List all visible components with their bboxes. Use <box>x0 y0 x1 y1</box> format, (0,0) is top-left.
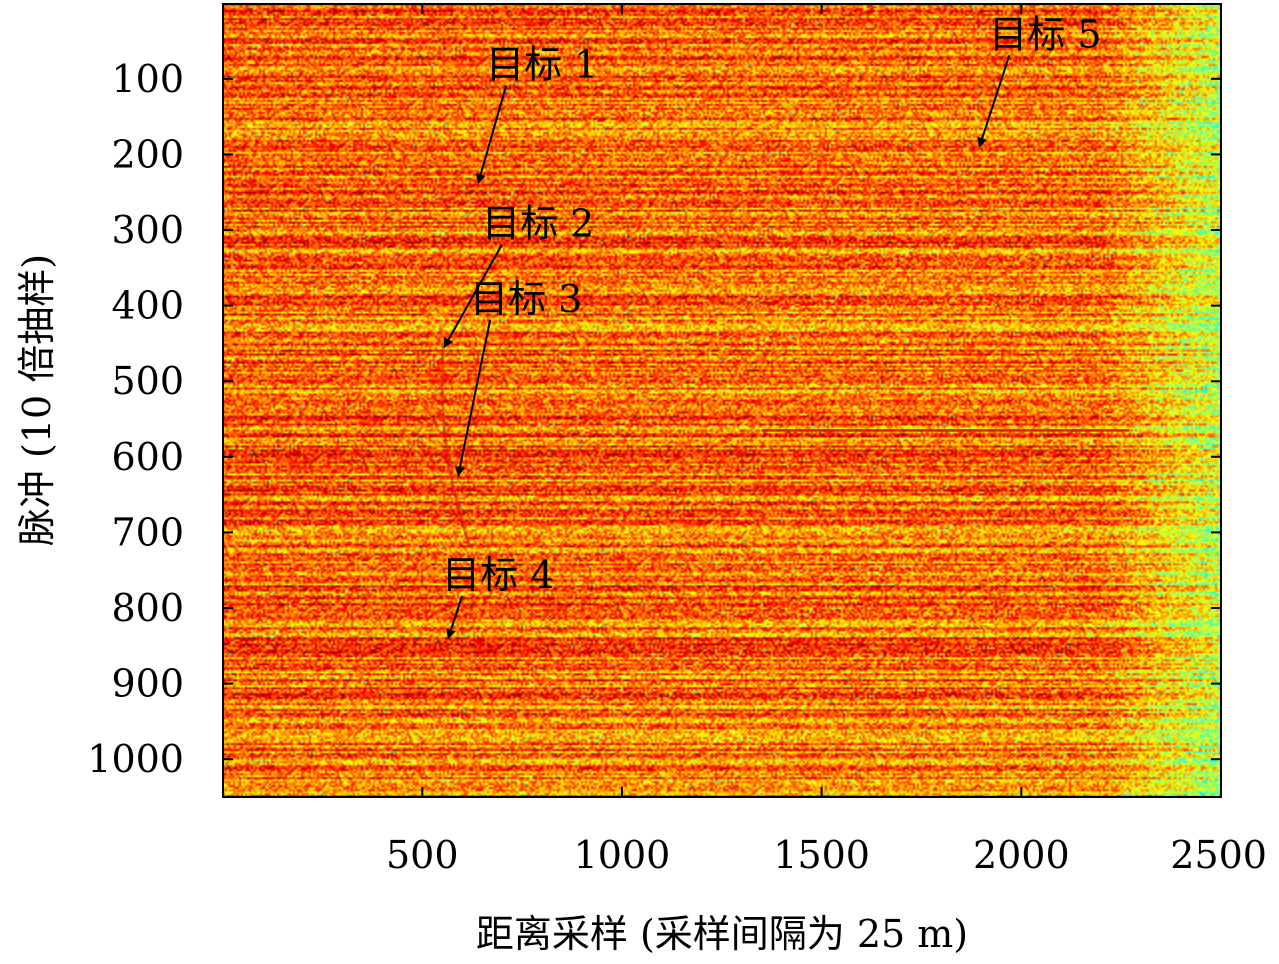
heatmap-features <box>440 335 1130 549</box>
annotation-label: 目标 5 <box>989 12 1101 56</box>
heatmap-cells <box>223 4 1221 797</box>
annotation-label: 目标 2 <box>482 201 594 245</box>
y-tick-label: 500 <box>111 359 184 403</box>
target-track-feature <box>440 335 472 549</box>
x-tick-label: 1500 <box>773 833 870 877</box>
y-tick-label: 1000 <box>87 737 184 781</box>
x-tick-label: 2000 <box>973 833 1070 877</box>
annotation-arrow <box>446 595 464 640</box>
y-tick-label: 100 <box>111 57 184 101</box>
y-tick-label: 600 <box>111 435 184 479</box>
y-tick-label: 400 <box>111 284 184 328</box>
annotation-arrow <box>475 85 508 185</box>
annotations: 目标 1 目标 2 目标 3 目标 4 目标 5 <box>442 12 1102 640</box>
plot-area <box>222 3 1222 798</box>
x-axis-label: 距离采样 (采样间隔为 25 m) <box>476 912 968 956</box>
annotation-label: 目标 3 <box>470 277 582 321</box>
y-tick-label: 200 <box>111 132 184 176</box>
plot-frame <box>222 3 1222 798</box>
annotation-label: 目标 1 <box>486 43 598 87</box>
x-tick-label: 2500 <box>1170 833 1267 877</box>
annotation-arrow <box>443 243 503 349</box>
x-tick-label: 1000 <box>574 833 671 877</box>
annotation-arrow <box>455 319 492 477</box>
y-tick-label: 900 <box>111 662 184 706</box>
y-tick-label: 300 <box>111 208 184 252</box>
x-axis-ticks: 500 1000 1500 2000 2500 <box>386 4 1267 877</box>
x-tick-label: 500 <box>386 833 459 877</box>
annotation-label: 目标 4 <box>442 553 554 597</box>
y-axis-ticks: 100 200 300 400 500 600 700 800 900 1000 <box>87 57 1221 781</box>
y-tick-label: 700 <box>111 510 184 554</box>
y-axis-label: 脉冲 (10 倍抽样) <box>15 254 59 546</box>
y-tick-label: 800 <box>111 586 184 630</box>
annotation-arrow <box>977 55 1011 148</box>
